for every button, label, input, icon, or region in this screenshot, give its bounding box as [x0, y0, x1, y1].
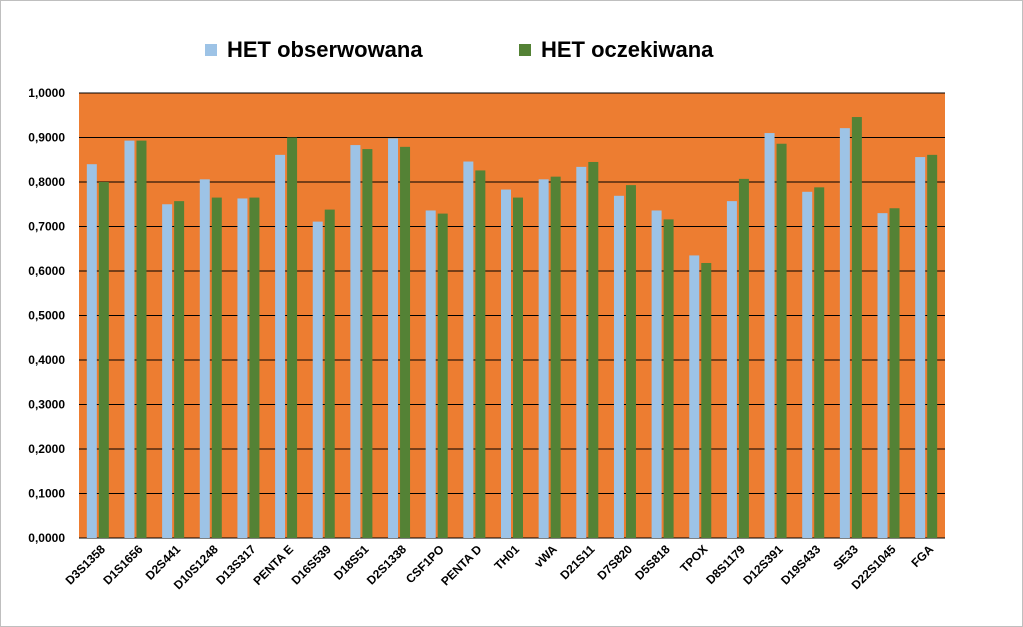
bar-expected [98, 182, 109, 538]
legend-label-observed: HET obserwowana [227, 37, 423, 62]
bar-observed [651, 210, 662, 539]
x-tick-label: D19S433 [778, 542, 824, 588]
bar-observed [915, 157, 926, 538]
bar-expected [776, 143, 787, 539]
bar-observed [86, 164, 97, 538]
bar-expected [136, 140, 147, 539]
bar-observed [199, 179, 210, 538]
y-tick-label: 0,6000 [28, 264, 65, 278]
bar-expected [174, 201, 185, 538]
bar-expected [513, 197, 523, 538]
x-tick-label: D1S1656 [100, 542, 146, 588]
x-tick-label: PENTA E [250, 542, 296, 588]
x-tick-label: SE33 [830, 542, 861, 573]
bar-expected [701, 262, 712, 538]
bar-expected [588, 161, 599, 538]
bar-observed [350, 145, 361, 538]
y-tick-label: 0,1000 [28, 487, 65, 501]
bar-expected [851, 117, 862, 538]
bar-observed [388, 138, 399, 538]
x-tick-label: D8S1179 [703, 542, 748, 587]
bar-expected [437, 213, 448, 538]
bar-expected [475, 170, 486, 538]
bar-observed [802, 191, 813, 539]
legend-item-expected: HET oczekiwana [519, 37, 713, 63]
bar-expected [400, 146, 411, 538]
legend-swatch-expected [519, 44, 531, 56]
bar-observed [764, 133, 775, 539]
bar-observed [275, 154, 286, 539]
bar-observed [877, 213, 888, 538]
bar-observed [576, 166, 587, 538]
bar-observed [425, 210, 436, 539]
bar-observed [237, 198, 248, 538]
y-tick-label: 0,5000 [28, 309, 65, 323]
bar-expected [625, 185, 636, 539]
y-tick-label: 0,4000 [28, 353, 65, 367]
x-tick-label: TH01 [491, 542, 522, 573]
bar-observed [689, 255, 700, 539]
y-tick-label: 0,9000 [28, 131, 65, 145]
bar-expected [889, 208, 900, 538]
bar-observed [463, 161, 474, 538]
bar-observed [538, 179, 549, 538]
x-tick-label: D16S539 [289, 542, 335, 588]
legend-swatch-observed [205, 44, 217, 56]
y-tick-label: 0,2000 [28, 442, 65, 456]
bar-observed [312, 221, 323, 539]
bar-observed [124, 140, 135, 539]
bar-expected [211, 197, 222, 538]
y-tick-label: 0,8000 [28, 175, 65, 189]
bar-expected [814, 187, 825, 538]
legend-label-expected: HET oczekiwana [541, 37, 714, 62]
bar-expected [324, 209, 335, 538]
x-tick-label: D12S391 [740, 542, 786, 588]
y-tick-label: 0,3000 [28, 398, 65, 412]
x-tick-label: vWA [531, 542, 560, 571]
bar-observed [162, 204, 173, 538]
x-tick-label: D7S820 [595, 542, 636, 583]
y-tick-label: 0,0000 [28, 531, 65, 545]
legend-item-observed: HET obserwowana [205, 37, 423, 63]
bar-expected [738, 178, 749, 538]
bar-expected [550, 176, 561, 538]
bar-observed [501, 189, 511, 538]
x-tick-label: D5S818 [632, 542, 673, 583]
x-tick-label: D3S1358 [63, 542, 109, 588]
y-tick-label: 0,7000 [28, 220, 65, 234]
x-tick-label: D21S11 [557, 542, 597, 582]
bar-observed [726, 201, 737, 538]
bar-observed [613, 195, 624, 539]
bar-expected [249, 197, 260, 538]
bar-observed [839, 128, 850, 538]
bar-expected [663, 219, 674, 538]
x-tick-label: D2S1338 [364, 542, 410, 588]
bar-expected [362, 149, 373, 538]
x-tick-label: FGA [908, 542, 936, 570]
bar-expected [927, 154, 938, 539]
x-tick-label: TPOX [677, 542, 710, 575]
bar-expected [287, 137, 298, 538]
x-tick-label: PENTA D [438, 542, 484, 588]
y-tick-label: 1,0000 [28, 86, 65, 100]
